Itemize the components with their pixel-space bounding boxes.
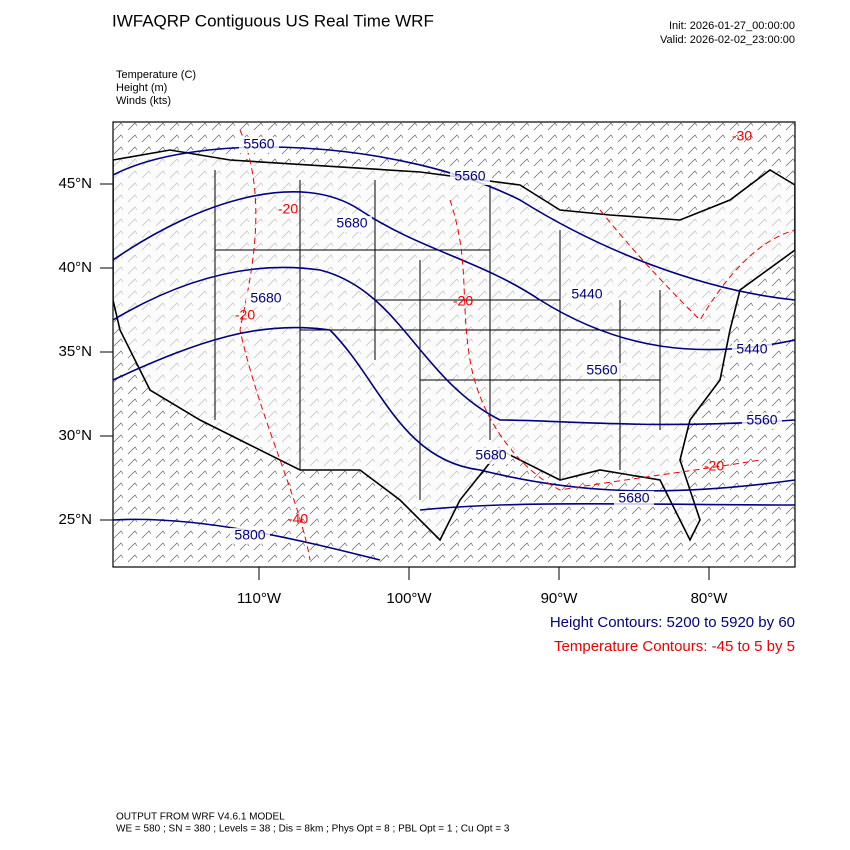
lat-tick-label: 45°N <box>58 175 92 192</box>
height-label-box <box>450 169 490 185</box>
temperature-label: -20 <box>235 307 255 323</box>
height-label-box <box>239 137 279 153</box>
height-label-box <box>230 528 270 544</box>
field-label: Height (m) <box>116 82 167 94</box>
map-frame <box>112 121 796 568</box>
init-time: Init: 2026-01-27_00:00:00 <box>669 20 795 32</box>
temperature-label: -40 <box>288 511 308 527</box>
field-label: Winds (kts) <box>116 95 171 107</box>
height-label: 5560 <box>243 136 274 152</box>
lon-tick-label: 100°W <box>386 590 432 607</box>
height-label: 5800 <box>234 527 265 543</box>
height-contour-info: Height Contours: 5200 to 5920 by 60 <box>550 614 795 631</box>
lat-tick-label: 25°N <box>58 511 92 528</box>
height-label-box <box>332 216 372 232</box>
height-label-box <box>742 413 782 429</box>
height-label: 5680 <box>250 290 281 306</box>
settings-line: WE = 580 ; SN = 380 ; Levels = 38 ; Dis … <box>116 824 510 835</box>
valid-time: Valid: 2026-02-02_23:00:00 <box>660 34 795 46</box>
height-label-box <box>567 287 607 303</box>
height-label-box <box>732 342 772 358</box>
temperature-label: -30 <box>732 128 752 144</box>
title: IWFAQRP Contiguous US Real Time WRF <box>112 11 434 30</box>
map: 5560 5560 5680 5680 5440 5440 5560 5560 5680 5680… <box>113 122 795 567</box>
lat-tick-label: 30°N <box>58 427 92 444</box>
lon-tick-label: 90°W <box>541 590 579 607</box>
state-borders <box>214 170 720 500</box>
height-label: 5680 <box>336 215 367 231</box>
lon-tick-label: 110°W <box>237 590 282 607</box>
height-contours <box>113 146 795 561</box>
height-label-box <box>614 491 654 507</box>
height-label-box <box>471 448 511 464</box>
temperature-contour-info: Temperature Contours: -45 to 5 by 5 <box>554 638 795 655</box>
lat-tick-label: 40°N <box>58 259 92 276</box>
height-label: 5680 <box>618 490 649 506</box>
height-label-box <box>246 291 286 307</box>
lat-tick-label: 35°N <box>58 343 92 360</box>
model-line: OUTPUT FROM WRF V4.6.1 MODEL <box>116 812 285 823</box>
height-label: 5560 <box>454 168 485 184</box>
temperature-label: -20 <box>453 293 473 309</box>
height-label: 5560 <box>586 362 617 378</box>
lon-tick-label: 80°W <box>691 590 729 607</box>
height-label: 5440 <box>736 341 767 357</box>
field-label: Temperature (C) <box>116 69 196 81</box>
temperature-label: -20 <box>704 458 724 474</box>
height-label: 5680 <box>475 447 506 463</box>
height-label: 5560 <box>746 412 777 428</box>
temperature-label: -20 <box>278 201 298 217</box>
height-label-box <box>582 363 622 379</box>
height-label: 5440 <box>571 286 602 302</box>
